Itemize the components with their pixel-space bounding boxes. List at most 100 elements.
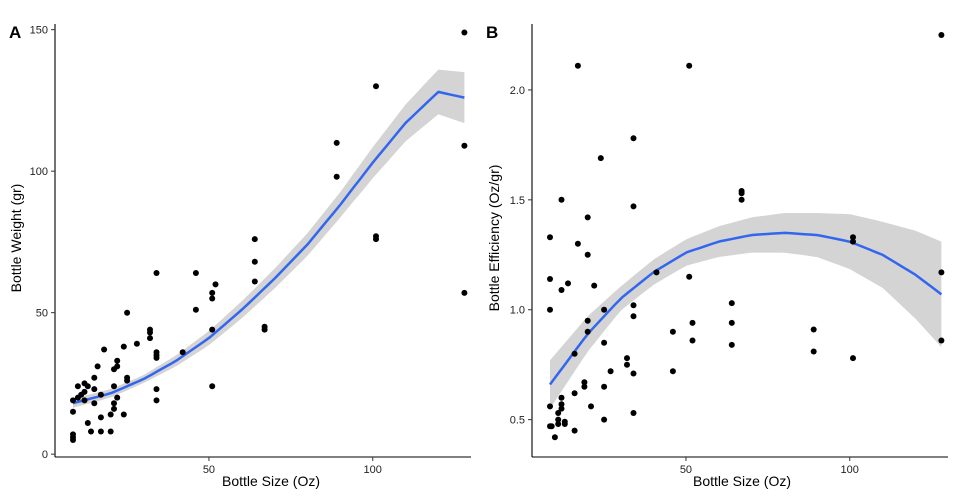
x-axis-title-b: Bottle Size (Oz) — [693, 473, 791, 489]
data-point — [251, 278, 258, 285]
data-point — [565, 280, 571, 287]
data-point — [153, 349, 160, 356]
data-point — [558, 394, 565, 401]
x-tick-label: 100 — [841, 464, 859, 476]
data-point — [630, 135, 637, 142]
data-point — [153, 354, 160, 361]
data-point — [574, 240, 581, 247]
data-point — [571, 427, 578, 434]
data-point — [153, 386, 160, 393]
y-tick-label: 1.5 — [510, 195, 525, 207]
data-point — [111, 405, 117, 412]
data-point — [111, 383, 117, 390]
data-point — [147, 326, 153, 333]
data-point — [192, 270, 199, 276]
data-point — [373, 236, 379, 243]
data-point — [686, 62, 693, 69]
data-point — [850, 355, 856, 362]
data-point — [938, 337, 945, 344]
data-point — [630, 410, 637, 416]
data-point — [74, 383, 81, 390]
data-point — [938, 269, 945, 276]
data-point — [97, 391, 104, 398]
data-point — [333, 139, 340, 146]
data-point — [689, 319, 696, 326]
data-point — [120, 343, 127, 350]
data-point — [133, 340, 140, 347]
data-point — [686, 273, 693, 280]
data-point — [558, 405, 565, 412]
data-point — [261, 326, 268, 333]
data-point — [461, 142, 468, 149]
data-point — [591, 282, 598, 289]
y-tick-label: 1.0 — [510, 305, 525, 317]
confidence-band-a — [73, 69, 465, 408]
data-point — [630, 313, 637, 320]
data-point — [555, 410, 562, 416]
data-point — [209, 289, 216, 296]
data-point — [333, 173, 340, 180]
data-point — [601, 416, 608, 423]
data-point — [850, 238, 856, 245]
data-point — [584, 328, 591, 335]
axes-a: 50 100 0 50 100 150 — [30, 24, 471, 476]
y-tick-label: 150 — [30, 25, 48, 37]
y-axis-title-a: Bottle Weight (gr) — [8, 184, 24, 293]
data-point — [558, 196, 565, 203]
x-tick-label: 50 — [203, 464, 215, 476]
confidence-band-area-a — [73, 69, 465, 408]
scatter-points-b — [547, 32, 945, 441]
data-point — [689, 337, 696, 344]
panel-label-a: A — [9, 23, 21, 42]
data-point — [669, 328, 676, 335]
data-point — [601, 339, 608, 346]
data-point — [588, 403, 594, 410]
data-point — [653, 269, 660, 276]
data-point — [630, 302, 637, 309]
x-axis-title-a: Bottle Size (Oz) — [222, 473, 320, 489]
fit-curve-a — [72, 90, 465, 405]
data-point — [70, 397, 76, 404]
data-point — [111, 400, 117, 407]
fit-line-a — [72, 90, 465, 405]
panel-label-b: B — [486, 23, 498, 42]
data-point — [91, 400, 98, 407]
data-point — [810, 348, 817, 355]
data-point — [581, 383, 588, 390]
data-point — [555, 416, 562, 423]
x-tick-label: 50 — [680, 464, 692, 476]
scatter-points-a — [70, 29, 468, 443]
panel-a: A 50 100 0 50 100 150 Bottle Size (Oz) Bottle… — [8, 23, 471, 489]
data-point — [153, 270, 160, 276]
y-tick-label: 0 — [42, 449, 48, 461]
data-point — [574, 62, 581, 69]
data-point — [938, 32, 945, 38]
data-point — [584, 251, 591, 258]
data-point — [209, 295, 216, 302]
data-point — [192, 306, 199, 313]
data-point — [101, 346, 108, 353]
data-point — [571, 350, 578, 357]
data-point — [601, 306, 608, 313]
data-point — [373, 83, 379, 90]
x-tick-label: 100 — [364, 464, 382, 476]
data-point — [547, 234, 553, 241]
data-point — [251, 236, 258, 243]
data-point — [738, 196, 745, 203]
data-point — [624, 361, 630, 368]
data-point — [571, 390, 578, 397]
data-point — [728, 319, 735, 326]
data-point — [70, 434, 76, 441]
data-point — [209, 383, 216, 390]
data-point — [728, 300, 735, 307]
data-point — [547, 306, 553, 313]
data-point — [91, 374, 98, 381]
y-axis-title-b: Bottle Efficiency (Oz/gr) — [486, 165, 502, 312]
data-point — [738, 190, 745, 197]
data-point — [601, 383, 608, 390]
data-point — [70, 408, 76, 415]
data-point — [461, 289, 468, 296]
data-point — [630, 203, 637, 210]
data-point — [124, 309, 131, 316]
data-point — [581, 379, 588, 386]
